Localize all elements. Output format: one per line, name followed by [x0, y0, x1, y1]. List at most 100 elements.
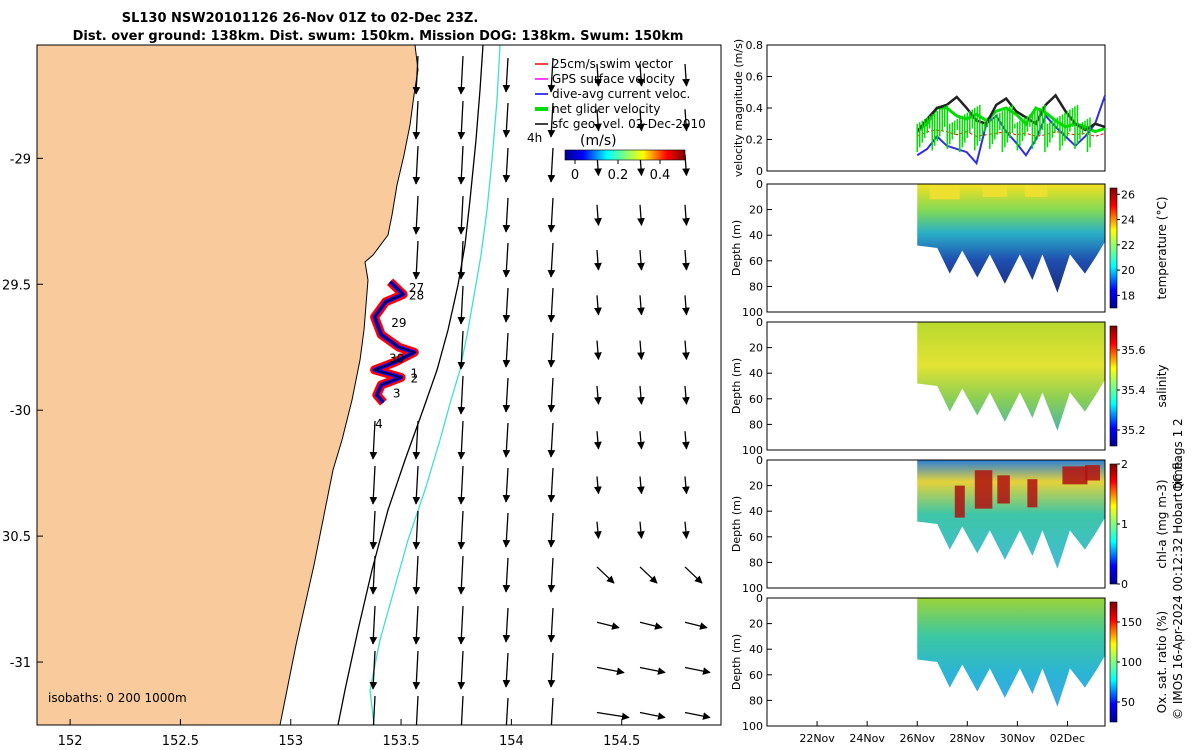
current-arrow — [547, 57, 556, 93]
profile-curtain — [917, 322, 1105, 431]
current-arrow — [457, 650, 466, 690]
title-line1: SL130 NSW20101126 26-Nov 01Z to 02-Dec 2… — [122, 11, 479, 26]
speed-colorbar-ticks: 0 0.2 0.4 — [571, 160, 670, 183]
current-arrow — [594, 431, 602, 450]
isobath-200 — [369, 45, 501, 725]
current-arrow — [457, 195, 466, 235]
qc-label: QC flags 1 2 — [1171, 418, 1185, 491]
colorbar-tick-label: 24 — [1121, 214, 1135, 227]
current-arrow — [596, 711, 630, 721]
depth-tick-label: 80 — [749, 556, 763, 569]
current-arrow — [412, 605, 421, 645]
current-arrow — [547, 287, 556, 323]
depth-tick-label: 40 — [749, 229, 763, 242]
current-arrow — [547, 377, 556, 413]
track-day-label: 4 — [375, 417, 383, 431]
colorbar-tick-label: 35.4 — [1121, 384, 1146, 397]
current-arrow — [457, 285, 466, 325]
colorbar-tick-label: 22 — [1121, 239, 1135, 252]
title-line2: Dist. over ground: 138km. Dist. swum: 15… — [73, 29, 684, 44]
current-arrow — [415, 695, 419, 725]
current-arrow — [547, 242, 556, 278]
legend-entry: sfc geo. vel. 02-Dec-2010 — [552, 117, 706, 131]
map-x-tick-label: 153.5 — [382, 734, 419, 749]
profile-curtain — [917, 598, 1105, 707]
track-day-label: 30 — [389, 351, 404, 365]
current-arrow — [457, 555, 466, 595]
chla-bloom — [997, 475, 1010, 504]
depth-tick-label: 60 — [749, 393, 763, 406]
depth-tick-label: 80 — [749, 418, 763, 431]
current-arrow — [369, 605, 378, 645]
current-arrow — [547, 197, 556, 233]
map-x-tick-label: 154 — [499, 734, 524, 749]
map-y-ticks: -29 29.5 -30 30.5 -31 — [2, 152, 43, 671]
current-arrow — [547, 607, 556, 643]
colorbar-tick-label: 20 — [1121, 264, 1135, 277]
oxygen-panel: 0 20 40 60 80 100 Depth (m) 150 100 50 Ox. sat. ra… — [730, 592, 1169, 733]
current-arrow — [369, 555, 378, 595]
current-arrow — [369, 650, 378, 690]
current-arrow — [547, 102, 556, 138]
current-arrow — [682, 431, 690, 450]
track-day-label: 3 — [393, 387, 401, 401]
velocity-y-tick-label: 0 — [756, 165, 763, 178]
current-arrow — [460, 695, 464, 725]
current-arrow — [412, 650, 421, 690]
colorbar-tick-label: 26 — [1121, 188, 1135, 201]
isobath-label: isobaths: 0 200 1000m — [48, 691, 187, 705]
current-arrow — [502, 422, 511, 458]
warm-layer — [929, 184, 960, 200]
chla-bloom — [1027, 479, 1038, 508]
depth-tick-label: 80 — [749, 280, 763, 293]
current-arrow — [637, 340, 645, 361]
colorbar-title: (m/s) — [580, 133, 617, 149]
depth-tick-label: 60 — [749, 531, 763, 544]
depth-label: Depth (m) — [730, 634, 743, 690]
current-arrow — [547, 422, 556, 458]
panel-x-tick-label: 02Dec — [1050, 732, 1085, 745]
current-arrow — [639, 711, 666, 720]
current-arrow — [639, 566, 658, 584]
depth-tick-label: 20 — [749, 204, 763, 217]
current-arrow — [502, 197, 511, 233]
current-arrow — [639, 666, 666, 675]
track-day-label: 29 — [391, 316, 406, 330]
current-arrow — [457, 145, 466, 185]
profile-axes-frame — [766, 459, 1106, 589]
current-arrow — [639, 621, 663, 630]
depth-label: Depth (m) — [730, 496, 743, 552]
time-label: 4h — [527, 131, 542, 145]
current-arrow — [457, 240, 466, 280]
panel-x-ticks: 22Nov 24Nov 26Nov 28Nov 30Nov 02Dec — [799, 721, 1085, 745]
current-arrow — [684, 711, 711, 720]
current-arrow — [684, 666, 711, 675]
depth-tick-label: 0 — [756, 592, 763, 605]
depth-tick-label: 40 — [749, 367, 763, 380]
map-y-tick-label: -29 — [10, 152, 31, 167]
panel-x-tick-label: 26Nov — [899, 732, 935, 745]
current-arrow — [594, 340, 602, 361]
chla-bloom — [954, 485, 965, 518]
current-arrow — [594, 109, 602, 132]
panel-x-tick-label: 28Nov — [950, 732, 986, 745]
current-arrow — [502, 652, 511, 688]
colorbar-tick-label: 100 — [1121, 656, 1142, 669]
current-arrow — [372, 695, 376, 725]
depth-tick-label: 80 — [749, 694, 763, 707]
depth-tick-label: 20 — [749, 618, 763, 631]
current-arrow — [637, 63, 645, 87]
current-arrow — [412, 420, 421, 460]
speed-colorbar — [564, 149, 686, 161]
speed-colorbar-tick-label: 0 — [571, 168, 579, 183]
current-arrow — [502, 557, 511, 593]
profile-colorbar — [1109, 463, 1118, 585]
colorbar-tick-label: 1 — [1121, 518, 1128, 531]
current-arrow — [457, 605, 466, 645]
profile-curtain — [917, 184, 1105, 293]
depth-tick-label: 20 — [749, 480, 763, 493]
chla-panel: 0 20 40 60 80 100 Depth (m) 2 1 0 chl-a (mg m-3) — [730, 454, 1169, 595]
